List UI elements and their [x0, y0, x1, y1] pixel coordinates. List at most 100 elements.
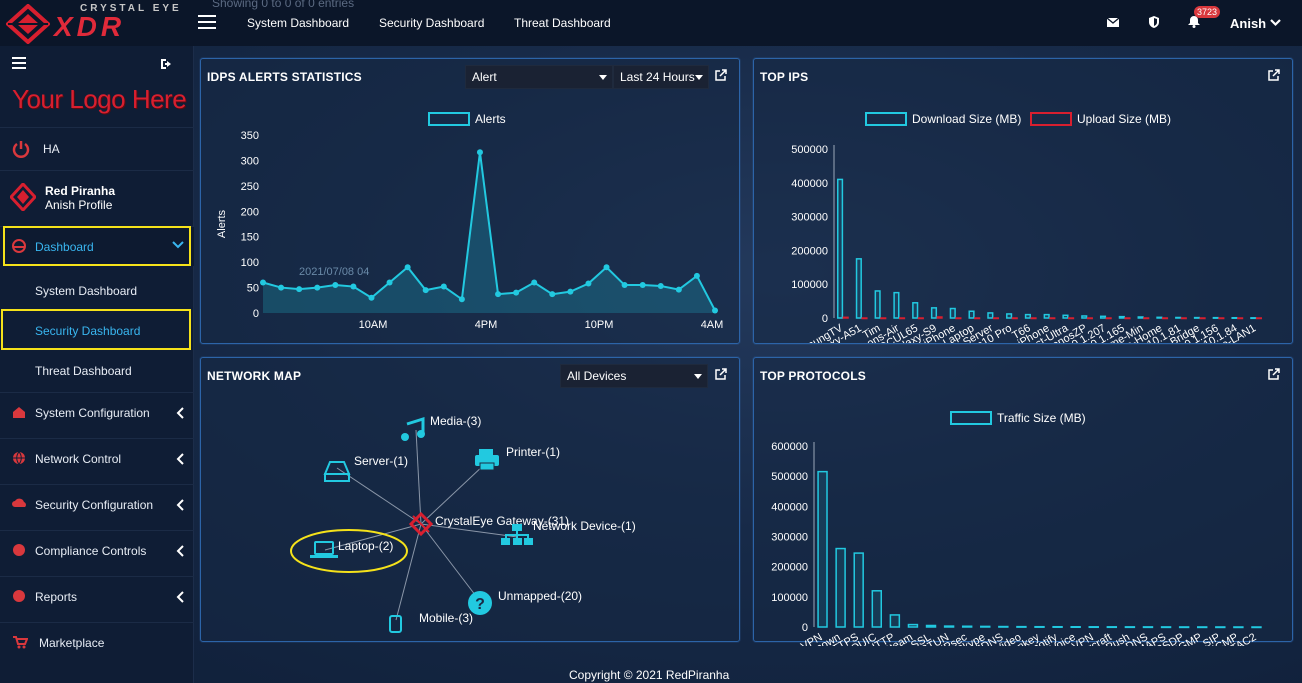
sidebar-menu-icon[interactable] [12, 57, 26, 69]
y-tick-label: 100 [241, 257, 259, 269]
sidebar-item-system-configuration[interactable]: System Configuration [0, 392, 194, 436]
data-bar [1049, 317, 1056, 320]
topnav-threat-dashboard[interactable]: Threat Dashboard [514, 16, 611, 30]
external-link-icon[interactable] [715, 69, 727, 81]
sidebar-subitem-threat-dashboard[interactable]: Threat Dashboard [35, 364, 132, 378]
y-tick-label: 100000 [791, 279, 828, 291]
home-icon [13, 407, 25, 418]
y-tick-label: 200000 [771, 562, 808, 574]
data-bar [880, 317, 887, 320]
chevron-down-icon[interactable] [1270, 19, 1281, 27]
mobile-icon [389, 615, 402, 633]
legend-swatch [950, 411, 992, 425]
hamburger-icon[interactable] [198, 15, 216, 29]
data-bar [1043, 313, 1050, 319]
server-icon-base [324, 473, 350, 482]
data-bar [987, 312, 994, 319]
shield-icon[interactable] [1149, 16, 1159, 28]
topnav-security-dashboard[interactable]: Security Dashboard [379, 16, 485, 30]
y-tick-label: 200000 [791, 245, 828, 257]
data-bar [974, 317, 981, 320]
data-bar [1212, 316, 1219, 319]
external-link-icon[interactable] [1268, 368, 1280, 380]
profile-name: Red Piranha [45, 184, 116, 198]
network-link [420, 523, 480, 601]
envelope-icon[interactable] [1107, 18, 1119, 27]
sidebar-item-network-control[interactable]: Network Control [0, 438, 194, 482]
network-device-icon-links [505, 531, 529, 538]
sidebar-item-compliance-controls[interactable]: Compliance Controls [0, 530, 194, 574]
user-menu[interactable]: Anish [1230, 16, 1267, 31]
data-bar [1062, 314, 1069, 319]
sidebar-subitem-security-dashboard[interactable]: Security Dashboard [35, 324, 141, 338]
data-bar [1250, 317, 1257, 320]
legend-label: Upload Size (MB) [1077, 112, 1171, 126]
dashboard-icon [12, 239, 26, 253]
data-point [621, 282, 628, 289]
external-link-icon[interactable] [1268, 69, 1280, 81]
network-device-node[interactable]: Network Device-(1) [501, 519, 636, 545]
panel-title: TOP PROTOCOLS [760, 369, 866, 383]
media-node[interactable]: Media-(3) [401, 414, 481, 441]
sign-out-icon[interactable] [160, 58, 174, 70]
brand-logo[interactable]: CRYSTAL EYE XDR [0, 0, 194, 46]
data-point [693, 272, 700, 279]
external-link-icon[interactable] [715, 368, 727, 380]
data-bar [1105, 317, 1112, 320]
data-bar [1016, 625, 1027, 628]
cloud-icon [12, 498, 26, 507]
y-tick-label: 0 [253, 308, 259, 320]
node-label: Unmapped-(20) [498, 589, 582, 603]
data-bar [925, 624, 937, 628]
sidebar-item-ha[interactable]: HA [0, 127, 194, 169]
server-node[interactable]: Server-(1) [323, 454, 408, 482]
question-mark-glyph: ? [475, 596, 485, 613]
sidebar-item-marketplace[interactable]: Marketplace [0, 622, 194, 666]
printer-node[interactable]: Printer-(1) [475, 445, 560, 471]
data-bar [998, 625, 1009, 628]
data-bar [1237, 317, 1244, 320]
sidebar-item-security-configuration[interactable]: Security Configuration [0, 484, 194, 528]
data-bar [1118, 315, 1125, 319]
network-link [336, 467, 422, 525]
unmapped-node[interactable]: ? Unmapped-(20) [468, 589, 582, 615]
x-tick-label: 4AM [701, 319, 724, 331]
node-label: Laptop-(2) [338, 539, 393, 553]
notification-count-badge: 3723 [1194, 6, 1221, 18]
data-bar [861, 317, 868, 320]
y-tick-label: 0 [822, 313, 828, 325]
data-bar [837, 178, 844, 319]
data-point [675, 286, 682, 293]
mobile-node[interactable]: Mobile-(3) [389, 611, 473, 633]
data-bar [912, 302, 919, 319]
legend-swatch [865, 112, 907, 126]
data-bar [1070, 626, 1081, 629]
y-tick-label: 200 [241, 206, 259, 218]
laptop-node[interactable]: Laptop-(2) [290, 529, 408, 573]
alert-type-select[interactable]: Alert [465, 65, 613, 89]
top-protocols-bar-chart: 0100000200000300000400000500000600000SSL… [771, 411, 1262, 646]
data-bar [1156, 316, 1163, 319]
data-point [440, 283, 447, 290]
topnav-system-dashboard[interactable]: System Dashboard [247, 16, 350, 30]
legend-swatch [428, 112, 470, 126]
caret-down-icon [599, 75, 607, 80]
device-filter-select[interactable]: All Devices [560, 364, 708, 388]
red-piranha-logo-icon [10, 183, 36, 211]
sidebar-item-reports[interactable]: Reports [0, 576, 194, 620]
data-point [314, 284, 321, 291]
time-range-select[interactable]: Last 24 Hours [613, 65, 709, 89]
bell-icon[interactable] [1188, 15, 1200, 28]
select-value: All Devices [567, 369, 627, 383]
data-bar [955, 317, 962, 320]
data-bar [968, 310, 975, 319]
top-ips-panel: TOP IPS 0 100000 200000 300000 400000 500000 S… [753, 58, 1293, 344]
gateway-node[interactable]: CrystalEye Gateway-(31) [408, 511, 569, 537]
sidebar-subitem-system-dashboard[interactable]: System Dashboard [35, 284, 138, 298]
data-point [495, 291, 502, 298]
sidebar-profile[interactable] [0, 170, 194, 220]
y-tick-label: 600000 [771, 441, 808, 453]
data-point [260, 279, 266, 286]
network-link [420, 523, 518, 538]
data-point [657, 283, 664, 290]
